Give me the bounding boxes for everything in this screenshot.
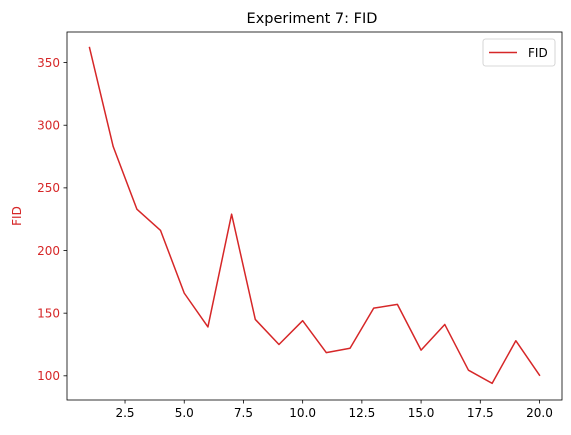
y-tick-label: 200 [37,244,60,258]
y-tick-label: 250 [37,181,60,195]
y-axis-label: FID [10,206,24,226]
x-tick-label: 15.0 [408,406,435,420]
y-tick-label: 150 [37,306,60,320]
legend-box [482,38,556,67]
x-tick-label: 12.5 [349,406,376,420]
y-tick-label: 100 [37,369,60,383]
x-tick-label: 7.5 [234,406,253,420]
legend-label: FID [528,46,548,60]
x-tick-label: 17.5 [467,406,494,420]
chart-title: Experiment 7: FID [247,11,378,27]
x-tick-label: 20.0 [526,406,553,420]
y-tick-label: 350 [37,56,60,70]
x-tick-label: 10.0 [289,406,316,420]
y-tick-label: 300 [37,119,60,133]
x-tick-label: 5.0 [175,406,194,420]
series-line-fid [88,46,541,385]
x-tick-label: 2.5 [115,406,134,420]
plot-frame [66,31,563,401]
